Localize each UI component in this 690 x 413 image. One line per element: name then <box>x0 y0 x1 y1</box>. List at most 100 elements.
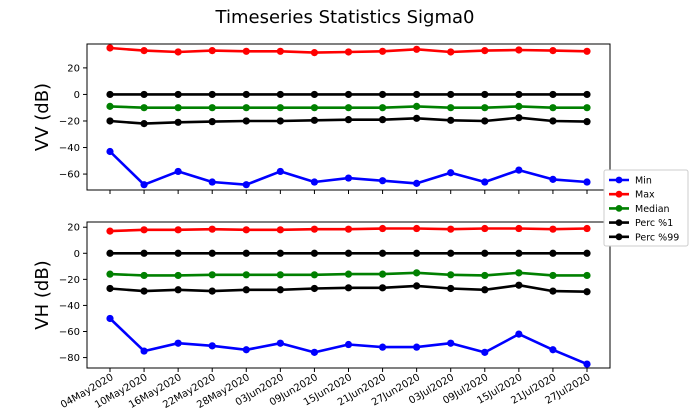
data-point-perc-1 <box>344 249 353 257</box>
data-point-perc-1 <box>447 249 455 257</box>
data-point-median <box>174 271 182 280</box>
data-point-median <box>208 271 216 279</box>
data-point-max <box>242 226 250 234</box>
data-point-perc-1 <box>174 249 182 257</box>
data-point-median <box>140 104 148 112</box>
data-point-perc-99 <box>549 287 557 295</box>
data-point-median <box>276 104 284 112</box>
data-point-perc-1 <box>140 90 148 99</box>
data-point-perc-99 <box>481 117 489 125</box>
data-point-median <box>583 104 591 112</box>
data-point-max <box>208 225 216 233</box>
data-point-perc-1 <box>208 249 216 257</box>
data-point-perc-99 <box>447 116 455 124</box>
data-point-min <box>583 178 591 186</box>
data-point-perc-1 <box>583 249 591 257</box>
data-point-min <box>344 340 353 349</box>
data-point-max <box>413 224 421 233</box>
data-point-median <box>515 102 523 110</box>
data-point-min <box>481 348 489 356</box>
data-point-min <box>447 339 455 347</box>
legend-label-perc-1: Perc %1 <box>635 218 673 229</box>
data-point-min <box>174 339 182 347</box>
data-point-perc-99 <box>515 114 523 122</box>
y-tick-label: −40 <box>59 143 80 154</box>
data-point-perc-1 <box>515 249 523 257</box>
y-tick-label: −20 <box>59 275 80 286</box>
data-point-perc-99 <box>174 286 182 294</box>
data-point-min <box>310 178 319 186</box>
data-point-median <box>413 102 421 110</box>
data-point-max <box>549 47 557 55</box>
data-point-median <box>378 270 387 278</box>
y-tick-label: −20 <box>59 116 80 127</box>
data-point-perc-99 <box>413 282 421 290</box>
data-point-max <box>481 47 489 55</box>
legend-box <box>603 169 689 247</box>
data-point-median <box>276 271 284 279</box>
data-point-max <box>344 48 353 56</box>
data-point-median <box>481 104 489 112</box>
data-point-perc-99 <box>310 116 319 124</box>
data-point-perc-99 <box>378 284 387 292</box>
data-point-median <box>106 102 114 110</box>
data-point-perc-99 <box>208 287 216 295</box>
y-tick-label: −80 <box>59 353 80 364</box>
data-point-median <box>515 269 523 277</box>
data-point-max <box>140 226 148 234</box>
y-tick-label: 0 <box>74 90 80 101</box>
data-point-perc-1 <box>106 249 114 257</box>
data-point-min <box>140 347 148 355</box>
data-point-max <box>174 226 182 234</box>
data-point-perc-1 <box>481 249 489 257</box>
data-point-min <box>413 179 421 187</box>
data-point-min <box>515 166 523 174</box>
legend-marker-perc-1 <box>615 219 623 227</box>
data-point-median <box>310 271 319 279</box>
data-point-perc-1 <box>413 90 421 99</box>
y-axis-label: VH (dB) <box>32 260 53 329</box>
data-point-max <box>310 49 319 57</box>
y-tick-label: 20 <box>67 63 80 74</box>
data-point-min <box>140 181 148 189</box>
data-point-perc-99 <box>583 118 591 126</box>
data-point-median <box>140 271 148 280</box>
legend-label-max: Max <box>635 190 655 201</box>
data-point-perc-99 <box>413 114 421 122</box>
data-point-max <box>106 227 114 235</box>
legend-label-median: Median <box>635 204 670 215</box>
data-point-max <box>583 224 591 233</box>
data-point-max <box>378 224 387 233</box>
data-point-max <box>174 48 182 56</box>
data-point-median <box>242 271 250 279</box>
data-point-max <box>106 44 114 52</box>
data-point-perc-99 <box>276 117 284 125</box>
data-point-median <box>344 104 353 112</box>
legend: Min Max Median Perc %1 Perc %99 <box>603 169 689 247</box>
data-point-max <box>447 48 455 56</box>
data-point-max <box>276 47 284 55</box>
data-point-perc-1 <box>515 90 523 99</box>
data-point-perc-1 <box>106 90 114 99</box>
data-point-min <box>447 169 455 177</box>
data-point-median <box>447 104 455 112</box>
data-point-min <box>242 181 250 189</box>
data-point-perc-1 <box>310 249 319 257</box>
data-point-perc-99 <box>208 118 216 126</box>
data-point-perc-1 <box>242 90 250 99</box>
data-point-perc-1 <box>378 90 387 99</box>
data-point-median <box>549 104 557 112</box>
data-point-min <box>413 343 421 351</box>
panel-1: 20 0 −20 −40 −60 VV (dB) <box>32 43 611 194</box>
data-point-perc-99 <box>242 286 250 294</box>
data-point-perc-99 <box>344 284 353 292</box>
data-point-min <box>344 174 353 182</box>
y-tick-label: −60 <box>59 170 80 181</box>
data-point-perc-1 <box>447 90 455 99</box>
data-point-perc-1 <box>140 249 148 257</box>
data-point-median <box>549 271 557 280</box>
data-point-perc-99 <box>174 118 182 126</box>
data-point-max <box>583 47 591 55</box>
